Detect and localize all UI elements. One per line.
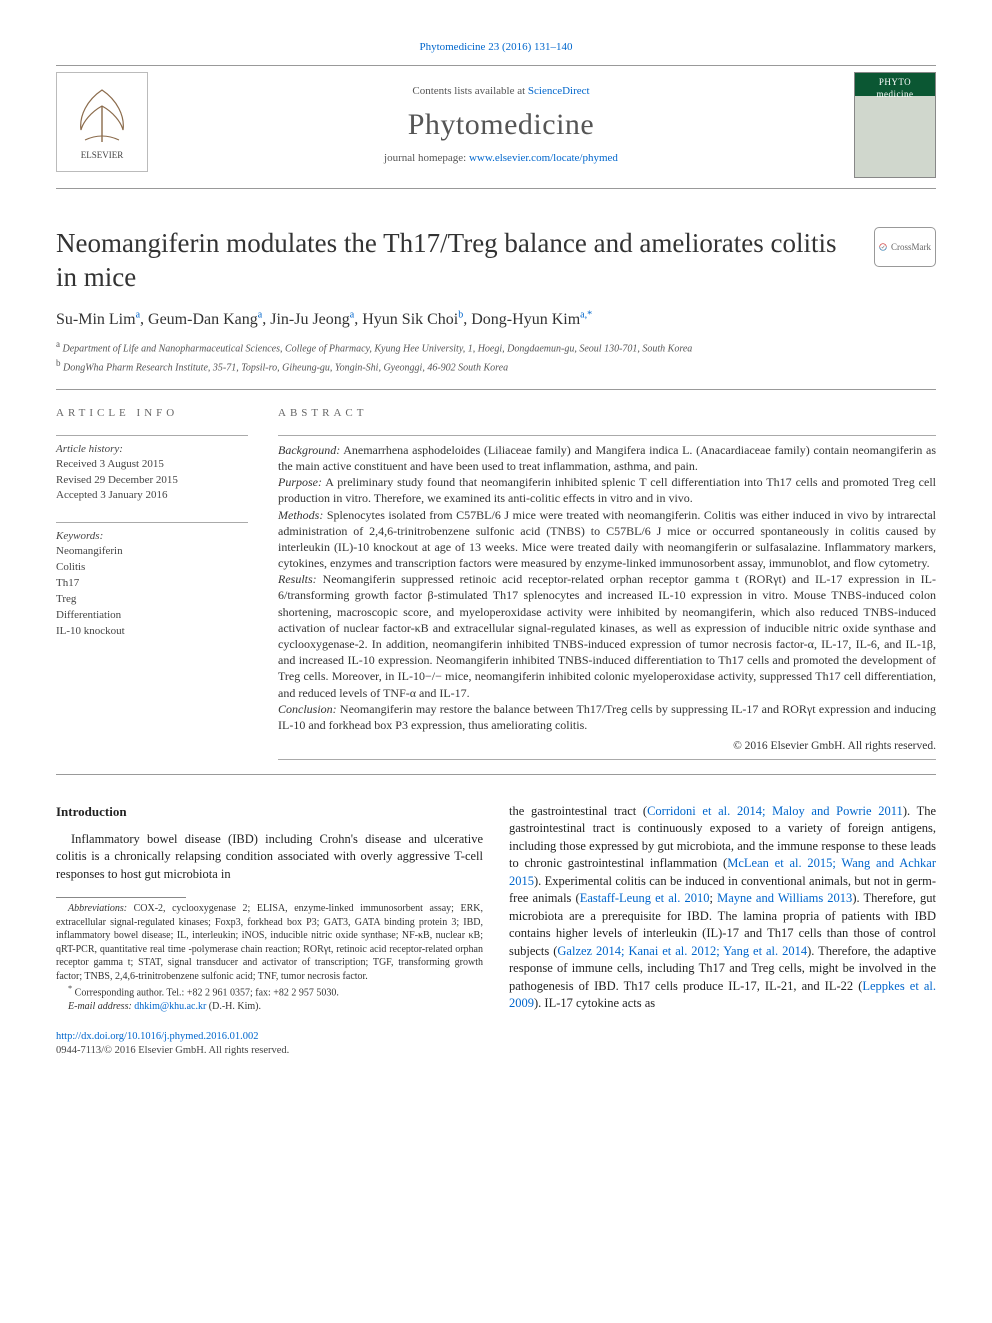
abstract-section: Results: Neomangiferin suppressed retino…	[278, 571, 936, 701]
keyword: Neomangiferin	[56, 544, 248, 560]
cover-title: PHYTOmedicine	[855, 76, 935, 100]
citation-link[interactable]: Corridoni et al. 2014; Maloy and Powrie …	[647, 804, 903, 818]
crossmark-label: CrossMark	[891, 241, 931, 253]
article-title: Neomangiferin modulates the Th17/Treg ba…	[56, 227, 858, 295]
article-info-column: ARTICLE INFO Article history: Received 3…	[56, 406, 248, 766]
footnotes: Abbreviations: COX-2, cyclooxygenase 2; …	[56, 902, 483, 1013]
section-heading-introduction: Introduction	[56, 803, 483, 821]
mid-rule	[56, 389, 936, 390]
abstract-section: Conclusion: Neomangiferin may restore th…	[278, 701, 936, 733]
citation-link[interactable]: Mayne and Williams 2013	[717, 891, 852, 905]
doi-link[interactable]: http://dx.doi.org/10.1016/j.phymed.2016.…	[56, 1031, 259, 1042]
keyword: IL-10 knockout	[56, 624, 248, 640]
issn-copyright-line: 0944-7113/© 2016 Elsevier GmbH. All righ…	[56, 1044, 936, 1058]
thin-rule	[278, 435, 936, 436]
right-column: the gastrointestinal tract (Corridoni et…	[509, 803, 936, 1014]
masthead-center: Contents lists available at ScienceDirec…	[162, 72, 840, 178]
contents-prefix: Contents lists available at	[412, 85, 527, 97]
journal-name: Phytomedicine	[408, 105, 594, 146]
homepage-prefix: journal homepage:	[384, 152, 469, 164]
keyword: Th17	[56, 576, 248, 592]
abstract-copyright: © 2016 Elsevier GmbH. All rights reserve…	[278, 739, 936, 755]
corresponding-email-link[interactable]: dhkim@khu.ac.kr	[134, 1001, 206, 1012]
page-footer: http://dx.doi.org/10.1016/j.phymed.2016.…	[56, 1030, 936, 1058]
keywords-label: Keywords:	[56, 529, 248, 544]
abstract-column: ABSTRACT Background: Anemarrhena asphode…	[278, 406, 936, 766]
history-item: Accepted 3 January 2016	[56, 488, 248, 504]
thin-rule	[56, 522, 248, 523]
crossmark-icon	[879, 237, 887, 257]
sciencedirect-link[interactable]: ScienceDirect	[528, 85, 590, 97]
author: Geum-Dan Kanga	[148, 311, 262, 328]
corresponding-author-footnote: * Corresponding author. Tel.: +82 2 961 …	[56, 983, 483, 1000]
crossmark-badge[interactable]: CrossMark	[874, 227, 936, 267]
history-label: Article history:	[56, 442, 248, 457]
abstract-section: Methods: Splenocytes isolated from C57BL…	[278, 507, 936, 572]
masthead: ELSEVIER Contents lists available at Sci…	[56, 66, 936, 189]
publisher-logo: ELSEVIER	[56, 72, 148, 172]
article-info-heading: ARTICLE INFO	[56, 406, 248, 421]
keywords-list: Neomangiferin Colitis Th17 Treg Differen…	[56, 544, 248, 640]
authors-line: Su-Min Lima, Geum-Dan Kanga, Jin-Ju Jeon…	[56, 308, 936, 330]
journal-homepage-link[interactable]: www.elsevier.com/locate/phymed	[469, 152, 618, 164]
svg-text:ELSEVIER: ELSEVIER	[81, 150, 124, 160]
affiliation: b DongWha Pharm Research Institute, 35-7…	[56, 357, 936, 375]
history-item: Revised 29 December 2015	[56, 473, 248, 489]
author: Su-Min Lima	[56, 311, 140, 328]
history-item: Received 3 August 2015	[56, 457, 248, 473]
keyword: Treg	[56, 592, 248, 608]
post-abstract-rule	[56, 774, 936, 775]
keyword: Differentiation	[56, 608, 248, 624]
intro-para-right: the gastrointestinal tract (Corridoni et…	[509, 803, 936, 1013]
homepage-line: journal homepage: www.elsevier.com/locat…	[384, 151, 618, 166]
thin-rule	[56, 435, 248, 436]
author: Dong-Hyun Kima,*	[471, 311, 592, 328]
abstract-section: Background: Anemarrhena asphodeloides (L…	[278, 442, 936, 474]
affiliation: a Department of Life and Nanopharmaceuti…	[56, 338, 936, 356]
running-head: Phytomedicine 23 (2016) 131–140	[56, 40, 936, 55]
intro-para-left: Inflammatory bowel disease (IBD) includi…	[56, 831, 483, 884]
author: Jin-Ju Jeonga	[270, 311, 354, 328]
history-list: Received 3 August 2015 Revised 29 Decemb…	[56, 457, 248, 505]
abbreviations-footnote: Abbreviations: COX-2, cyclooxygenase 2; …	[56, 902, 483, 983]
thin-rule	[278, 759, 936, 760]
contents-line: Contents lists available at ScienceDirec…	[412, 84, 589, 99]
abstract-section: Purpose: A preliminary study found that …	[278, 474, 936, 506]
citation-link[interactable]: Eastaff-Leung et al. 2010	[580, 891, 710, 905]
abstract-body: Background: Anemarrhena asphodeloides (L…	[278, 442, 936, 755]
running-head-link[interactable]: Phytomedicine 23 (2016) 131–140	[419, 41, 572, 53]
footnote-rule	[56, 897, 186, 898]
affiliations: a Department of Life and Nanopharmaceuti…	[56, 338, 936, 375]
email-footnote: E-mail address: dhkim@khu.ac.kr (D.-H. K…	[56, 1000, 483, 1014]
main-text-columns: Introduction Inflammatory bowel disease …	[56, 803, 936, 1014]
journal-cover-thumbnail: PHYTOmedicine	[854, 72, 936, 178]
keyword: Colitis	[56, 560, 248, 576]
abstract-heading: ABSTRACT	[278, 406, 936, 421]
elsevier-tree-icon: ELSEVIER	[67, 82, 137, 162]
author: Hyun Sik Choib	[362, 311, 463, 328]
citation-link[interactable]: Galzez 2014; Kanai et al. 2012; Yang et …	[557, 944, 807, 958]
left-column: Introduction Inflammatory bowel disease …	[56, 803, 483, 1014]
